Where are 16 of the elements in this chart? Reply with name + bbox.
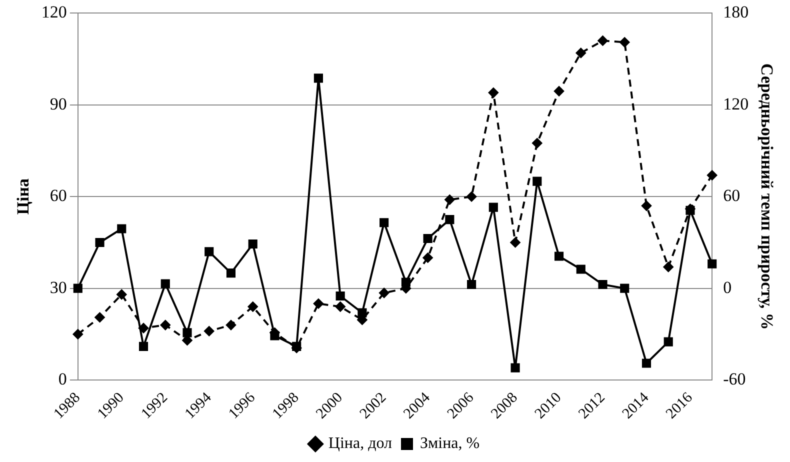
x-tick-label: 1992 — [138, 390, 171, 422]
y2-tick-label: 60 — [723, 186, 740, 206]
y2-tick-label: 0 — [723, 278, 732, 297]
y-tick-label: 30 — [50, 278, 67, 297]
legend-label: Ціна, дол — [328, 435, 392, 452]
y-tick-label: 60 — [50, 186, 67, 206]
y2-axis-title: Середньорічний темп приросту, % — [757, 63, 776, 330]
y-tick-label: 120 — [41, 2, 67, 22]
y2-tick-label: 120 — [723, 94, 749, 114]
y-tick-label: 90 — [50, 94, 67, 114]
y-axis-title: Ціна — [14, 178, 33, 215]
legend-label: Зміна, % — [420, 435, 480, 452]
y-tick-label: 0 — [58, 370, 67, 389]
y2-tick-label: 180 — [723, 2, 749, 22]
x-tick-label: 1990 — [94, 390, 128, 422]
y2-tick-label: -60 — [723, 370, 746, 389]
